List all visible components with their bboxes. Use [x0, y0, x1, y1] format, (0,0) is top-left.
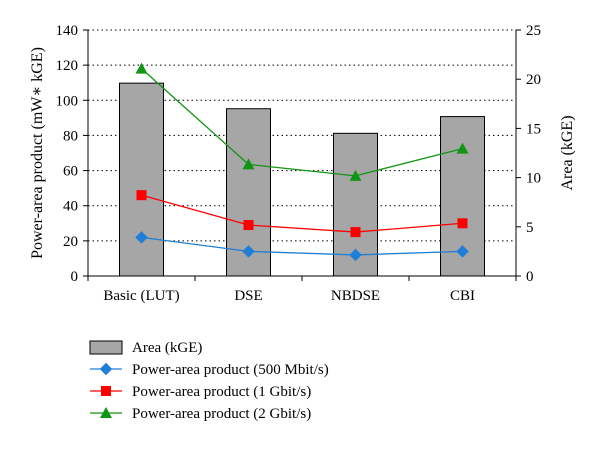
y-tick-label-right: 0	[526, 269, 534, 285]
legend-label: Power-area product (500 Mbit/s)	[132, 362, 329, 378]
x-tick-label: DSE	[234, 288, 262, 304]
marker-square	[350, 227, 361, 238]
legend-label: Power-area product (2 Gbit/s)	[132, 406, 311, 422]
y-tick-label-left: 0	[71, 269, 79, 285]
y-axis-left-title: Power-area product (mW∗ kGE)	[29, 47, 46, 259]
marker-square	[457, 218, 468, 229]
series-line	[141, 194, 463, 233]
series-lines	[135, 62, 469, 262]
marker-square	[136, 190, 147, 201]
marker-square	[243, 220, 254, 231]
series-line	[141, 68, 463, 177]
y-tick-label-left: 40	[63, 199, 78, 215]
y-tick-label-right: 10	[526, 171, 541, 187]
marker-triangle	[242, 158, 255, 170]
marker-square	[101, 386, 111, 396]
y-tick-label-left: 80	[63, 128, 78, 144]
tick-labels: 0 20 40 60 80 100 120 140 0 5 10 15 20 25 Basic (LUT) D…	[56, 23, 542, 304]
area-bars	[119, 82, 485, 277]
series-line	[141, 236, 463, 256]
legend-item: Power-area product (1 Gbit/s)	[90, 384, 311, 400]
marker-diamond	[456, 245, 469, 258]
legend-label: Power-area product (1 Gbit/s)	[132, 384, 311, 400]
area-bar	[119, 82, 164, 277]
x-tick-label: CBI	[450, 288, 475, 304]
y-tick-label-left: 120	[56, 58, 79, 74]
legend-swatch-bar	[89, 340, 123, 355]
y-tick-label-right: 15	[526, 121, 541, 137]
legend-item: Area (kGE)	[89, 340, 202, 356]
marker-triangle	[349, 169, 362, 181]
y-tick-label-left: 140	[56, 23, 79, 39]
y-tick-label-left: 60	[63, 164, 78, 180]
y-tick-label-left: 20	[63, 234, 78, 250]
y-tick-label-right: 5	[526, 220, 534, 236]
marker-triangle	[135, 62, 148, 74]
y-tick-label-right: 25	[526, 23, 541, 39]
x-tick-label: Basic (LUT)	[103, 288, 179, 304]
axes	[83, 29, 521, 281]
marker-diamond	[99, 362, 113, 376]
legend-item: Power-area product (500 Mbit/s)	[90, 362, 329, 378]
legend-item: Power-area product (2 Gbit/s)	[90, 406, 311, 422]
marker-triangle	[100, 407, 112, 418]
marker-diamond	[349, 248, 362, 262]
legend: Area (kGE) Power-area product (500 Mbit/s…	[89, 340, 329, 422]
marker-diamond	[135, 230, 148, 244]
marker-triangle	[456, 142, 469, 154]
y-tick-label-left: 100	[56, 93, 79, 109]
marker-diamond	[242, 245, 255, 258]
legend-label: Area (kGE)	[132, 340, 202, 356]
y-tick-label-right: 20	[526, 72, 541, 88]
x-tick-label: NBDSE	[331, 288, 380, 304]
y-axis-right-title: Area (kGE)	[559, 115, 576, 190]
